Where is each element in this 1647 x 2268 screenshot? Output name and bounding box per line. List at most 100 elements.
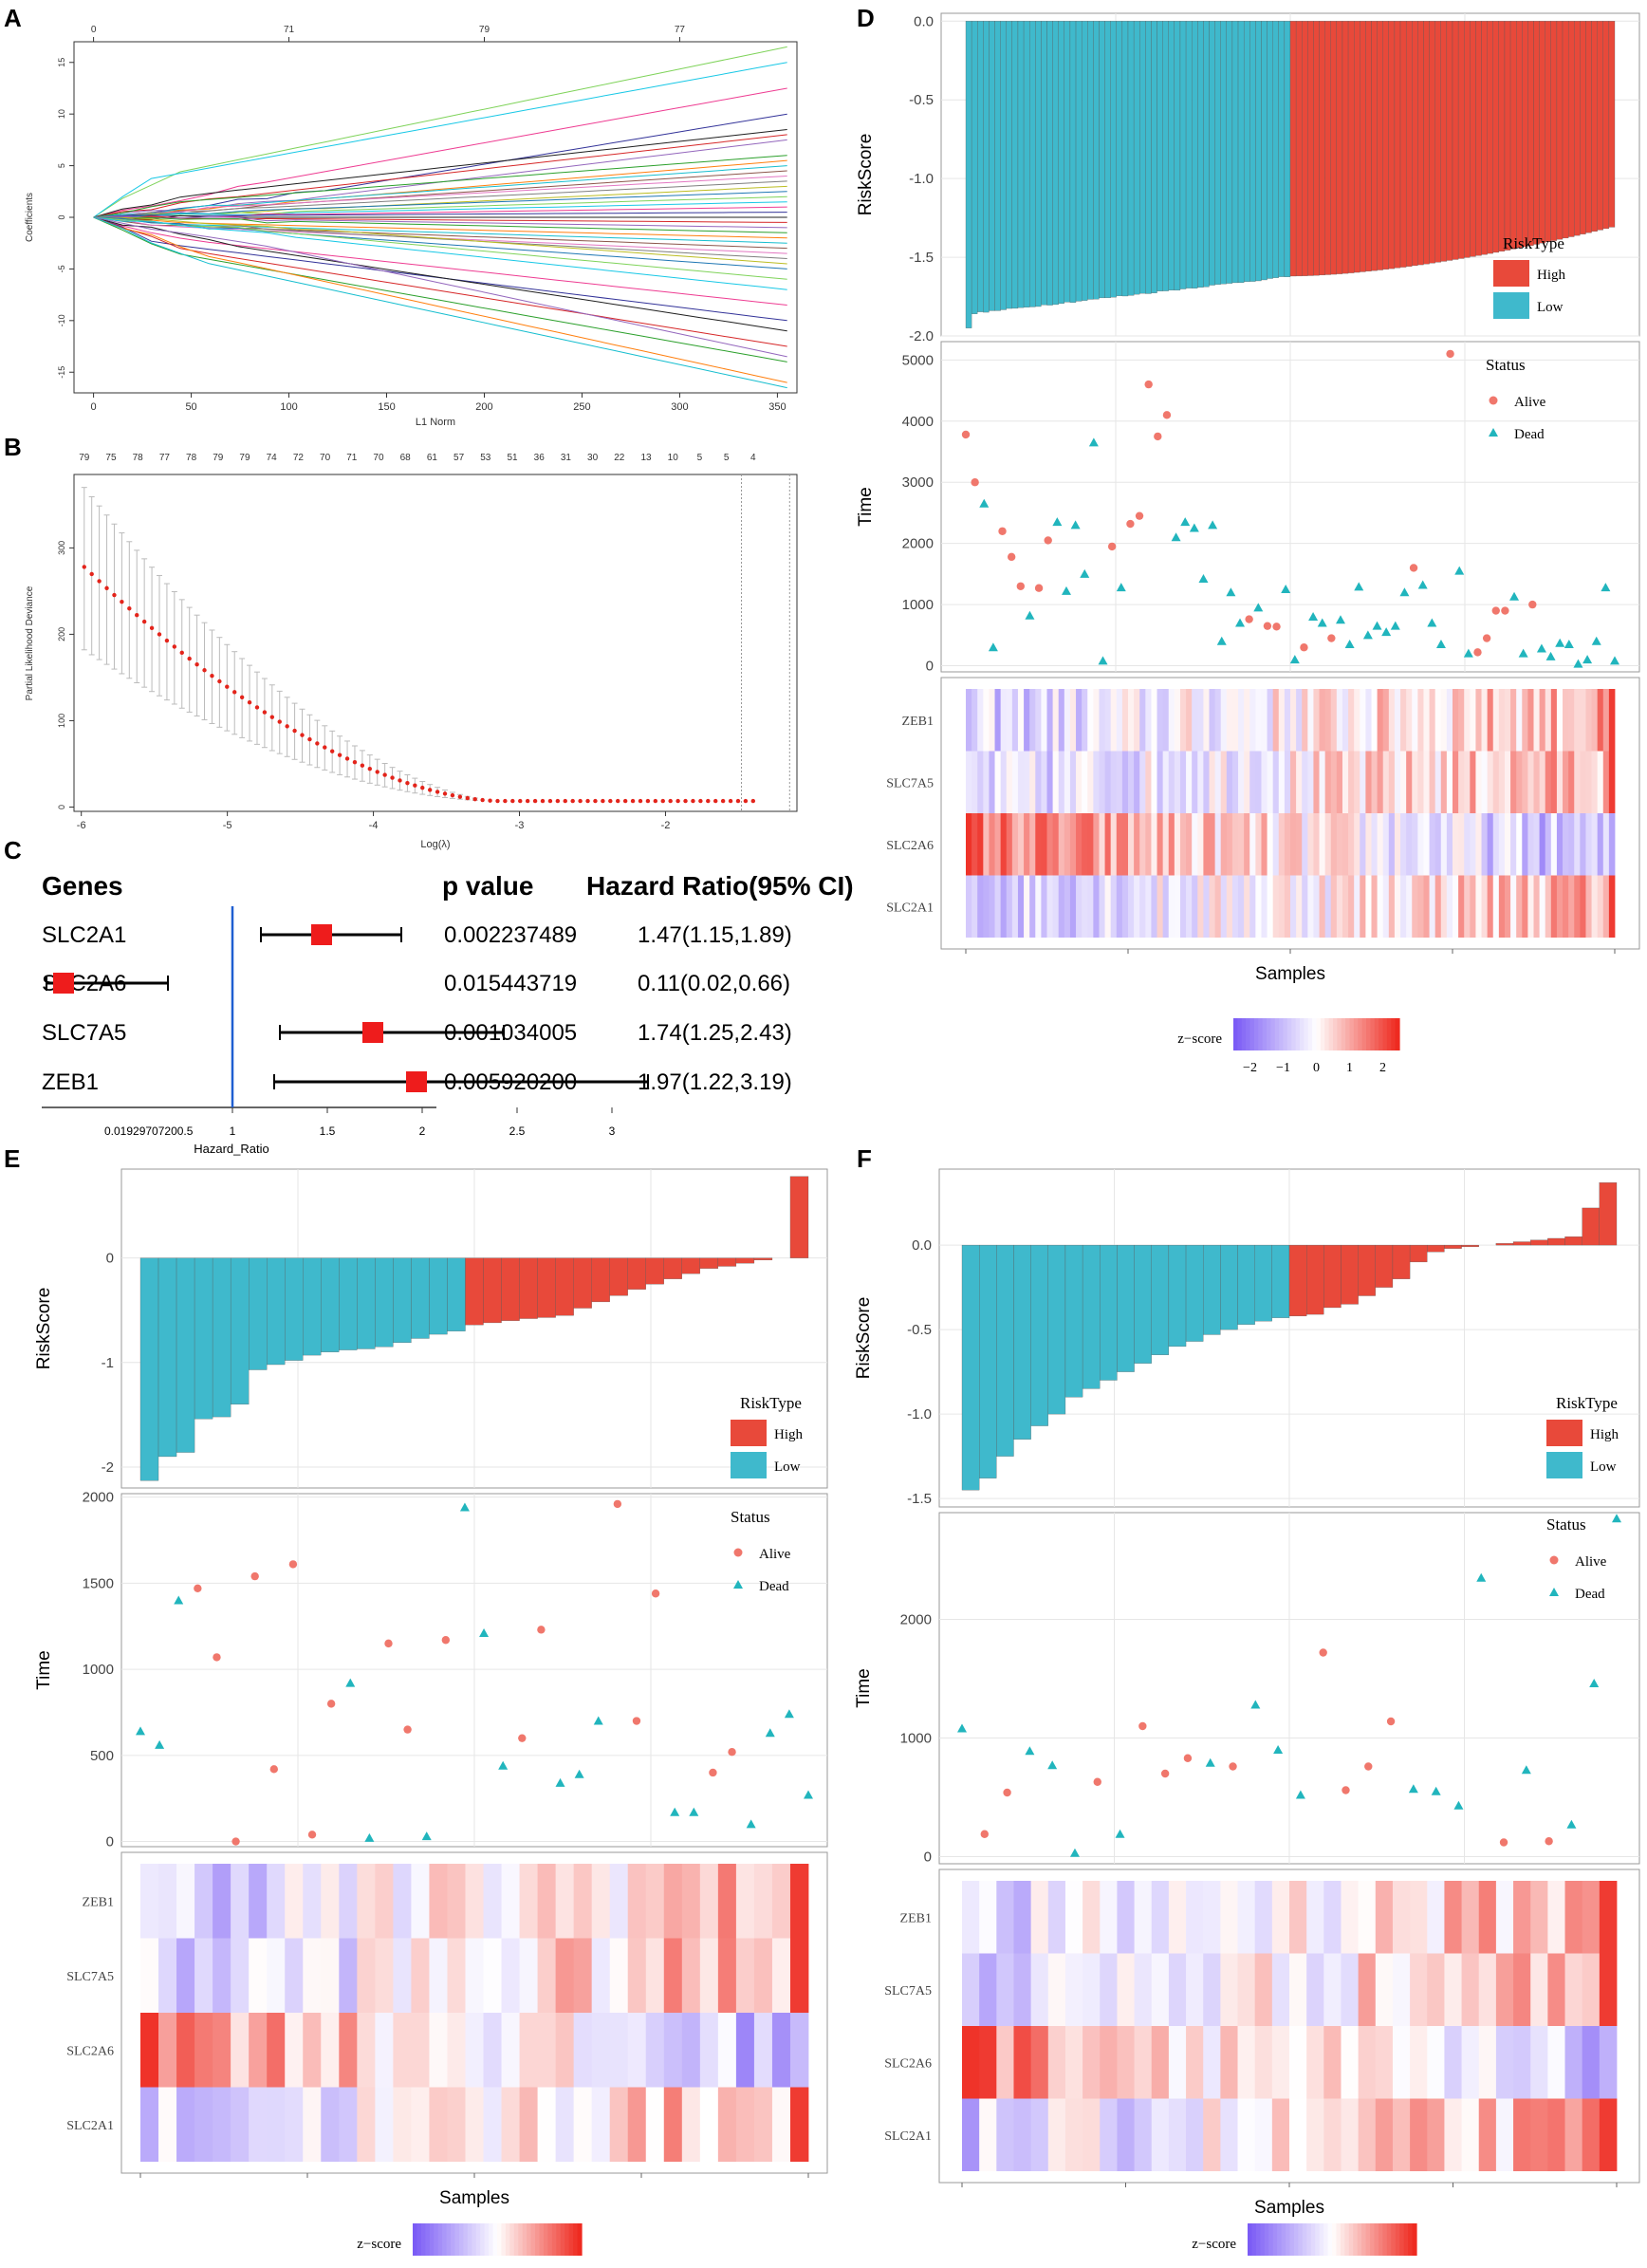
dead-point [174,1595,184,1605]
risk-bar [194,1257,213,1420]
deviance-point [495,798,500,804]
alive-point [250,1571,259,1581]
legend-low-label: Low [774,1459,801,1475]
heatmap-cell [627,2087,647,2162]
alive-point [1409,564,1418,572]
dead-point [804,1790,813,1799]
alive-point [194,1584,202,1593]
heatmap-cell [1104,875,1112,938]
heatmap-cell [1093,689,1100,752]
risk-bar [1295,21,1303,277]
heatmap-cell [1530,1881,1548,1954]
heatmap-cell [983,875,990,938]
risk-bar [1440,21,1448,262]
heatmap-cell [1058,751,1065,813]
heatmap-cell [1226,875,1233,938]
risk-bar [1168,1244,1187,1348]
heatmap-cell [1145,875,1152,938]
heatmap-cell [1365,875,1372,938]
zscore-swatch [1295,1018,1301,1050]
alive-point [1093,1777,1101,1786]
alive-point [1138,1721,1147,1731]
time-tick-label: 5000 [902,352,934,368]
zscore-swatch [1267,1018,1271,1050]
lasso-coefficient-plot: L1 Norm Coefficients 0 50 100 150 200 250 300 3… [25,25,798,428]
risk-bar [1564,1236,1582,1246]
heatmap-cell [1030,2098,1049,2171]
risk-bar [961,1244,980,1491]
zscore-swatch [1251,2223,1257,2256]
risk-bar [1117,1244,1135,1372]
zscore-swatch [442,2223,448,2256]
heatmap-cell [519,2087,538,2162]
zscore-swatch [1246,1018,1251,1050]
coefficient-path [93,216,787,265]
heatmap-cell [285,2087,304,2162]
heatmap-cell [1134,813,1140,876]
heatmap-cell [1585,751,1592,813]
heatmap-cell [1226,813,1233,876]
risk-bar [1272,21,1279,278]
heatmap-cell [1564,2098,1583,2171]
heatmap-cell [1323,1953,1342,2026]
risk-tick-label: 0.0 [912,1237,932,1254]
heatmap-cell [1069,875,1077,938]
heatmap-cell [1116,689,1123,752]
heatmap-cell [1599,1953,1618,2026]
zscore-swatch [1253,1018,1259,1050]
heatmap-cell [1487,813,1494,876]
deviance-point [172,644,177,649]
heatmap-cell [789,2087,809,2162]
heatmap-cell [1360,689,1366,752]
risk-bar [1284,21,1291,277]
heatmap-cell [966,751,972,813]
risk-panel-d: 0.0 -0.5 -1.0 -1.5 -2.0 RiskScore RiskType High… [856,12,1640,1075]
heatmap-cell [735,2087,755,2162]
risk-bar [1545,21,1551,243]
heatmap-cell [994,751,1002,813]
coefficient-path [93,129,787,218]
heatmap-cell [1255,689,1262,752]
alive-point [709,1768,717,1777]
zscore-tick: 2 [1379,1061,1386,1075]
heatmap-cell [1238,875,1245,938]
heatmap-cell [1174,751,1181,813]
y-tick-label: 100 [57,714,66,728]
alive-point [1491,606,1500,615]
dead-point [1180,517,1191,527]
heatmap-cell [1574,689,1581,752]
zscore-swatch [543,2223,548,2256]
panel-letter-e: E [4,1144,20,1173]
heatmap-cell [1151,2098,1170,2171]
zscore-swatch [1260,2223,1266,2256]
heatmap-cell [994,689,1002,752]
time-tick-label: 2000 [902,536,934,552]
dead-point [459,1502,470,1512]
heatmap-cell [1313,875,1320,938]
zscore-tick: 2 [562,2266,568,2268]
heatmap-cell [1117,1953,1135,2026]
zscore-swatch [1264,2223,1269,2256]
deviance-point [141,619,147,624]
deviance-point [698,798,703,804]
top-axis-label: 4 [750,453,756,463]
heatmap-cell [1041,813,1047,876]
heatmap-cell [1423,875,1430,938]
risk-bar [1562,21,1569,239]
x-tick-label: -3 [515,820,525,831]
heatmap-cell [1024,751,1030,813]
heatmap-cell [591,1938,611,2013]
risk-bar [1087,21,1094,300]
heatmap-cell [1046,689,1054,752]
risk-bar [645,1257,664,1285]
heatmap-cell [158,2087,177,2162]
risk-bar [1139,21,1146,294]
heatmap-cell [501,1938,520,2013]
heatmap-cell [1533,689,1541,752]
heatmap-cell [1475,813,1482,876]
dead-point [1545,651,1556,660]
coefficient-path [93,176,787,218]
heatmap-cell [1313,689,1320,752]
heatmap-cell [1179,751,1187,813]
heatmap-cell [1400,689,1407,752]
